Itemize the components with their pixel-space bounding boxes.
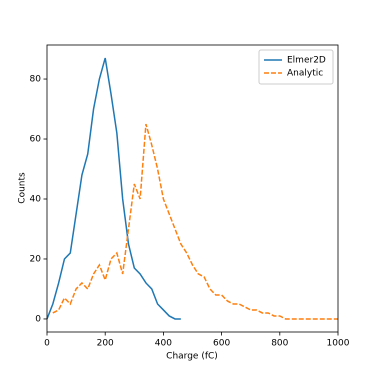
legend-box xyxy=(258,49,334,85)
y-tick-label: 60 xyxy=(30,135,42,145)
y-tick-label: 20 xyxy=(30,254,42,264)
series-line xyxy=(52,123,338,320)
series-line xyxy=(46,57,181,320)
legend-label: Elmer2D xyxy=(287,56,326,66)
axes-frame xyxy=(46,44,339,333)
x-tick-label: 1000 xyxy=(327,339,350,349)
x-axis-label: Charge (fC) xyxy=(166,352,218,362)
x-tick-label: 0 xyxy=(44,339,50,349)
legend-label: Analytic xyxy=(287,69,323,79)
y-axis-label: Counts xyxy=(18,172,28,204)
y-tick-label: 0 xyxy=(35,314,41,324)
y-tick-label: 80 xyxy=(30,75,42,85)
y-tick-label: 40 xyxy=(30,194,42,204)
x-tick-label: 800 xyxy=(271,339,288,349)
x-tick-label: 200 xyxy=(97,339,114,349)
x-tick-label: 400 xyxy=(155,339,172,349)
x-tick-label: 600 xyxy=(213,339,230,349)
